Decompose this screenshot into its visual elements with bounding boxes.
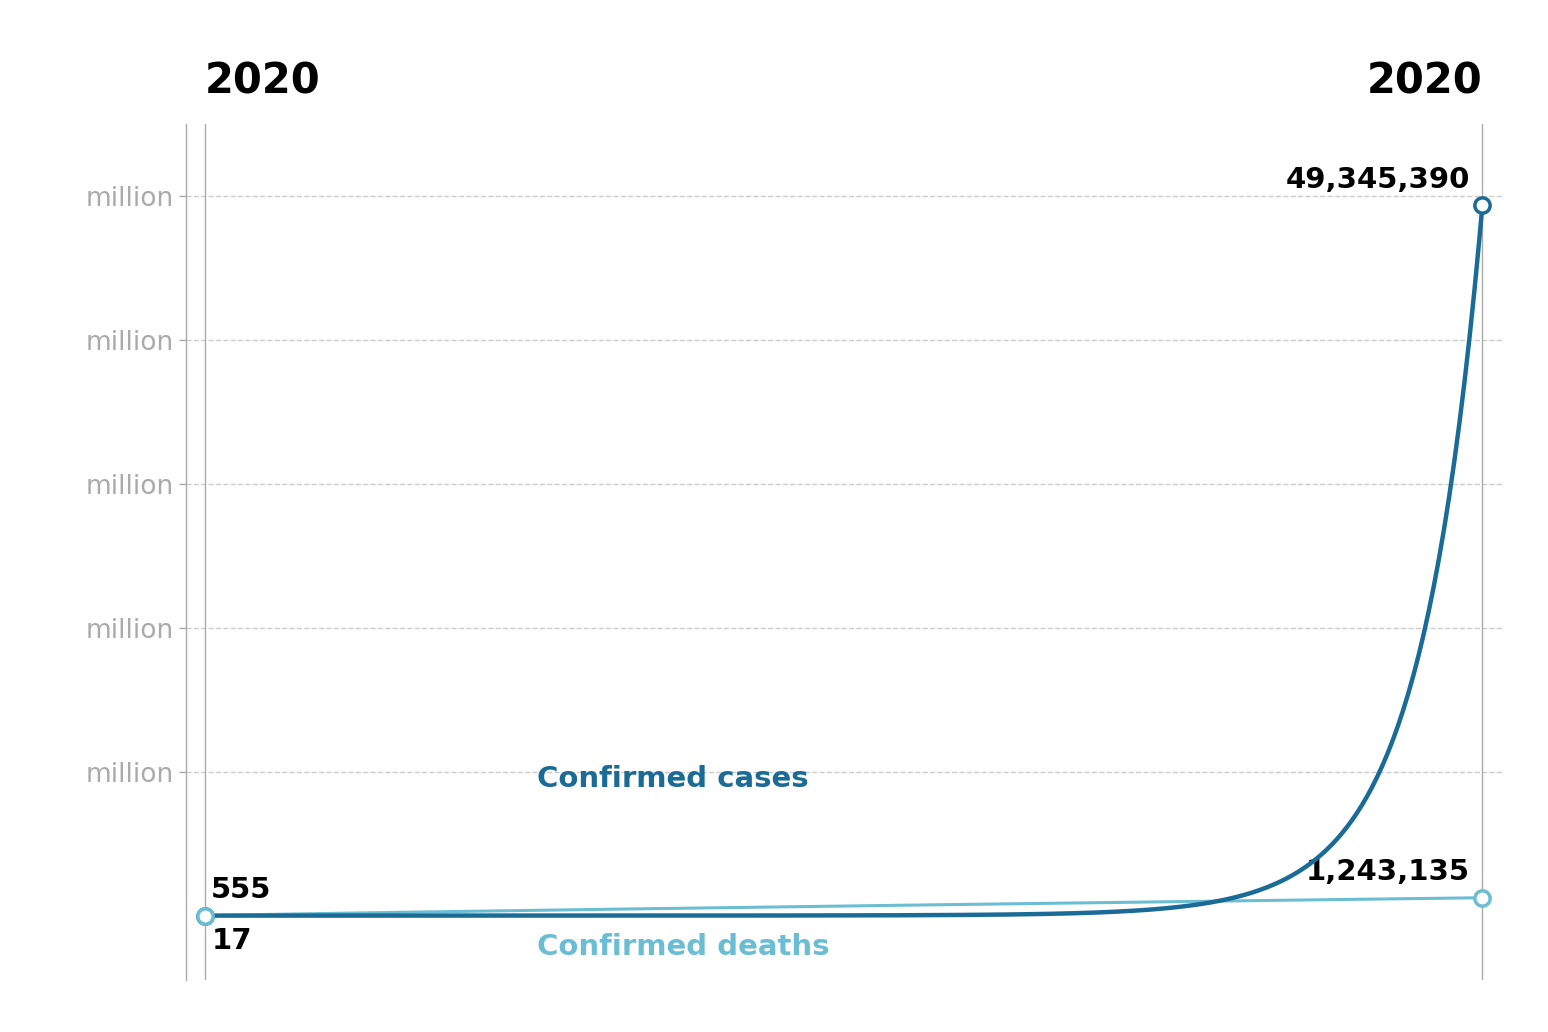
Text: 2020: 2020 (1367, 60, 1483, 102)
Text: Confirmed deaths: Confirmed deaths (537, 933, 830, 961)
Text: Confirmed cases: Confirmed cases (537, 765, 808, 793)
Text: 555: 555 (212, 876, 272, 904)
Text: 49,345,390: 49,345,390 (1285, 166, 1469, 194)
Text: 17: 17 (212, 927, 252, 956)
Text: 2020: 2020 (204, 60, 320, 102)
Text: 1,243,135: 1,243,135 (1305, 859, 1469, 886)
